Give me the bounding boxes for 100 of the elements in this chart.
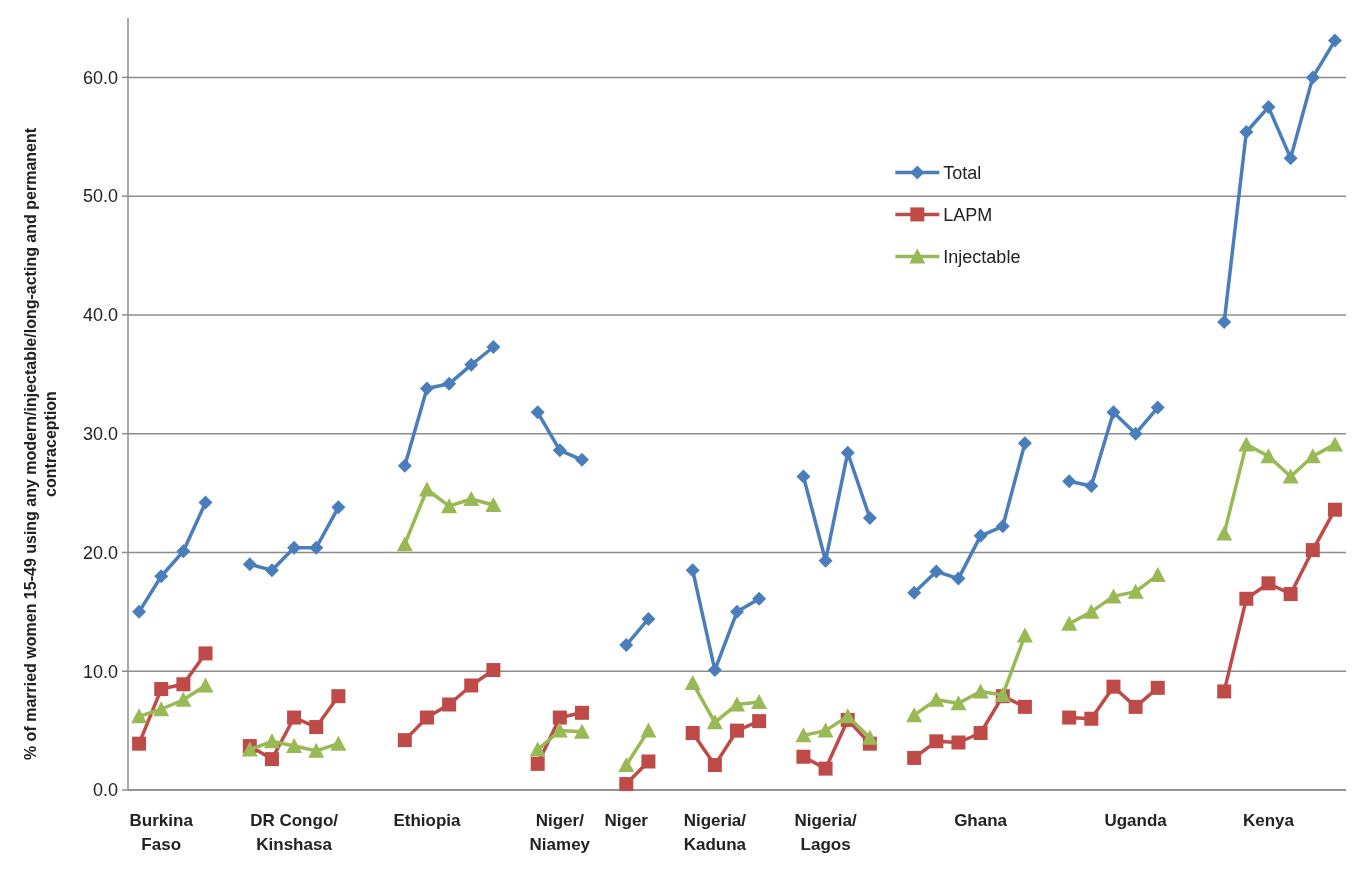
- point: [1238, 436, 1255, 452]
- point: [551, 722, 568, 738]
- point: [906, 707, 923, 723]
- point: [1017, 436, 1032, 451]
- point: [685, 725, 700, 740]
- point: [198, 495, 213, 510]
- point: [1106, 679, 1121, 694]
- point: [397, 733, 412, 748]
- point: [574, 452, 589, 467]
- point: [154, 682, 169, 697]
- point: [839, 708, 856, 724]
- point: [751, 694, 768, 710]
- point: [287, 540, 302, 555]
- point: [441, 498, 458, 514]
- point: [641, 754, 656, 769]
- point: [929, 734, 944, 749]
- point: [552, 710, 567, 725]
- x-tick-label: Nigeria/Kaduna: [683, 811, 747, 854]
- point: [485, 496, 502, 512]
- point: [573, 723, 590, 739]
- point: [132, 604, 147, 619]
- point: [972, 683, 989, 699]
- point: [176, 677, 191, 692]
- point: [641, 611, 656, 626]
- point: [796, 749, 811, 764]
- x-tick-label: DR Congo/Kinshasa: [250, 811, 339, 854]
- point: [463, 491, 480, 507]
- point: [1062, 710, 1077, 725]
- point: [1084, 478, 1099, 493]
- point: [1016, 627, 1033, 643]
- point: [1327, 502, 1342, 517]
- point: [486, 663, 501, 678]
- point: [1239, 125, 1254, 140]
- point: [1150, 680, 1165, 695]
- point: [175, 691, 192, 707]
- point: [618, 757, 635, 773]
- point: [995, 519, 1010, 534]
- point: [263, 733, 280, 749]
- point: [1239, 591, 1254, 606]
- y-tick-label: 30.0: [82, 423, 118, 444]
- point: [264, 752, 279, 767]
- x-tick-label: Burkina Faso: [129, 811, 194, 854]
- point: [929, 564, 944, 579]
- point: [1327, 33, 1342, 48]
- point: [1283, 151, 1298, 166]
- legend-label: Injectable: [943, 246, 1021, 267]
- point: [907, 750, 922, 765]
- point: [1017, 699, 1032, 714]
- point: [486, 339, 501, 354]
- point: [286, 738, 303, 754]
- y-tick-label: 40.0: [82, 305, 118, 326]
- point: [331, 689, 346, 704]
- x-tick-label: Kenya: [1242, 811, 1295, 830]
- point: [419, 710, 434, 725]
- point: [973, 528, 988, 543]
- point: [1305, 543, 1320, 558]
- point: [1282, 468, 1299, 484]
- point: [1128, 699, 1143, 714]
- point: [685, 563, 700, 578]
- point: [574, 705, 589, 720]
- point: [1326, 436, 1343, 452]
- point: [287, 710, 302, 725]
- point: [529, 741, 546, 757]
- y-axis-title: % of married women 15-49 using any modern/injectable/long-acting and permanent contraception: [22, 127, 59, 761]
- point: [707, 758, 722, 773]
- point: [442, 697, 457, 712]
- point: [153, 701, 170, 717]
- point: [530, 405, 545, 420]
- point: [752, 714, 767, 729]
- point: [1127, 583, 1144, 599]
- point: [1106, 405, 1121, 420]
- x-tick-label: Ethiopia: [393, 811, 462, 830]
- point: [818, 761, 833, 776]
- point: [308, 742, 325, 758]
- point: [907, 585, 922, 600]
- point: [928, 691, 945, 707]
- point: [176, 544, 191, 559]
- point: [552, 443, 567, 458]
- point: [1128, 426, 1143, 441]
- point: [1105, 588, 1122, 604]
- y-tick-label: 20.0: [82, 542, 118, 563]
- point: [706, 714, 723, 730]
- point: [729, 696, 745, 712]
- point: [464, 357, 479, 372]
- point: [950, 695, 967, 711]
- point: [752, 591, 767, 606]
- point: [684, 675, 701, 691]
- point: [817, 722, 834, 738]
- legend-label: LAPM: [943, 204, 993, 225]
- point: [796, 469, 811, 484]
- point: [795, 727, 812, 743]
- point: [442, 376, 457, 391]
- point: [418, 481, 435, 497]
- point: [730, 723, 744, 738]
- point: [707, 663, 722, 678]
- y-tick-label: 50.0: [82, 186, 118, 207]
- point: [862, 511, 877, 526]
- point: [530, 756, 545, 771]
- point: [1260, 448, 1277, 464]
- point: [861, 729, 878, 745]
